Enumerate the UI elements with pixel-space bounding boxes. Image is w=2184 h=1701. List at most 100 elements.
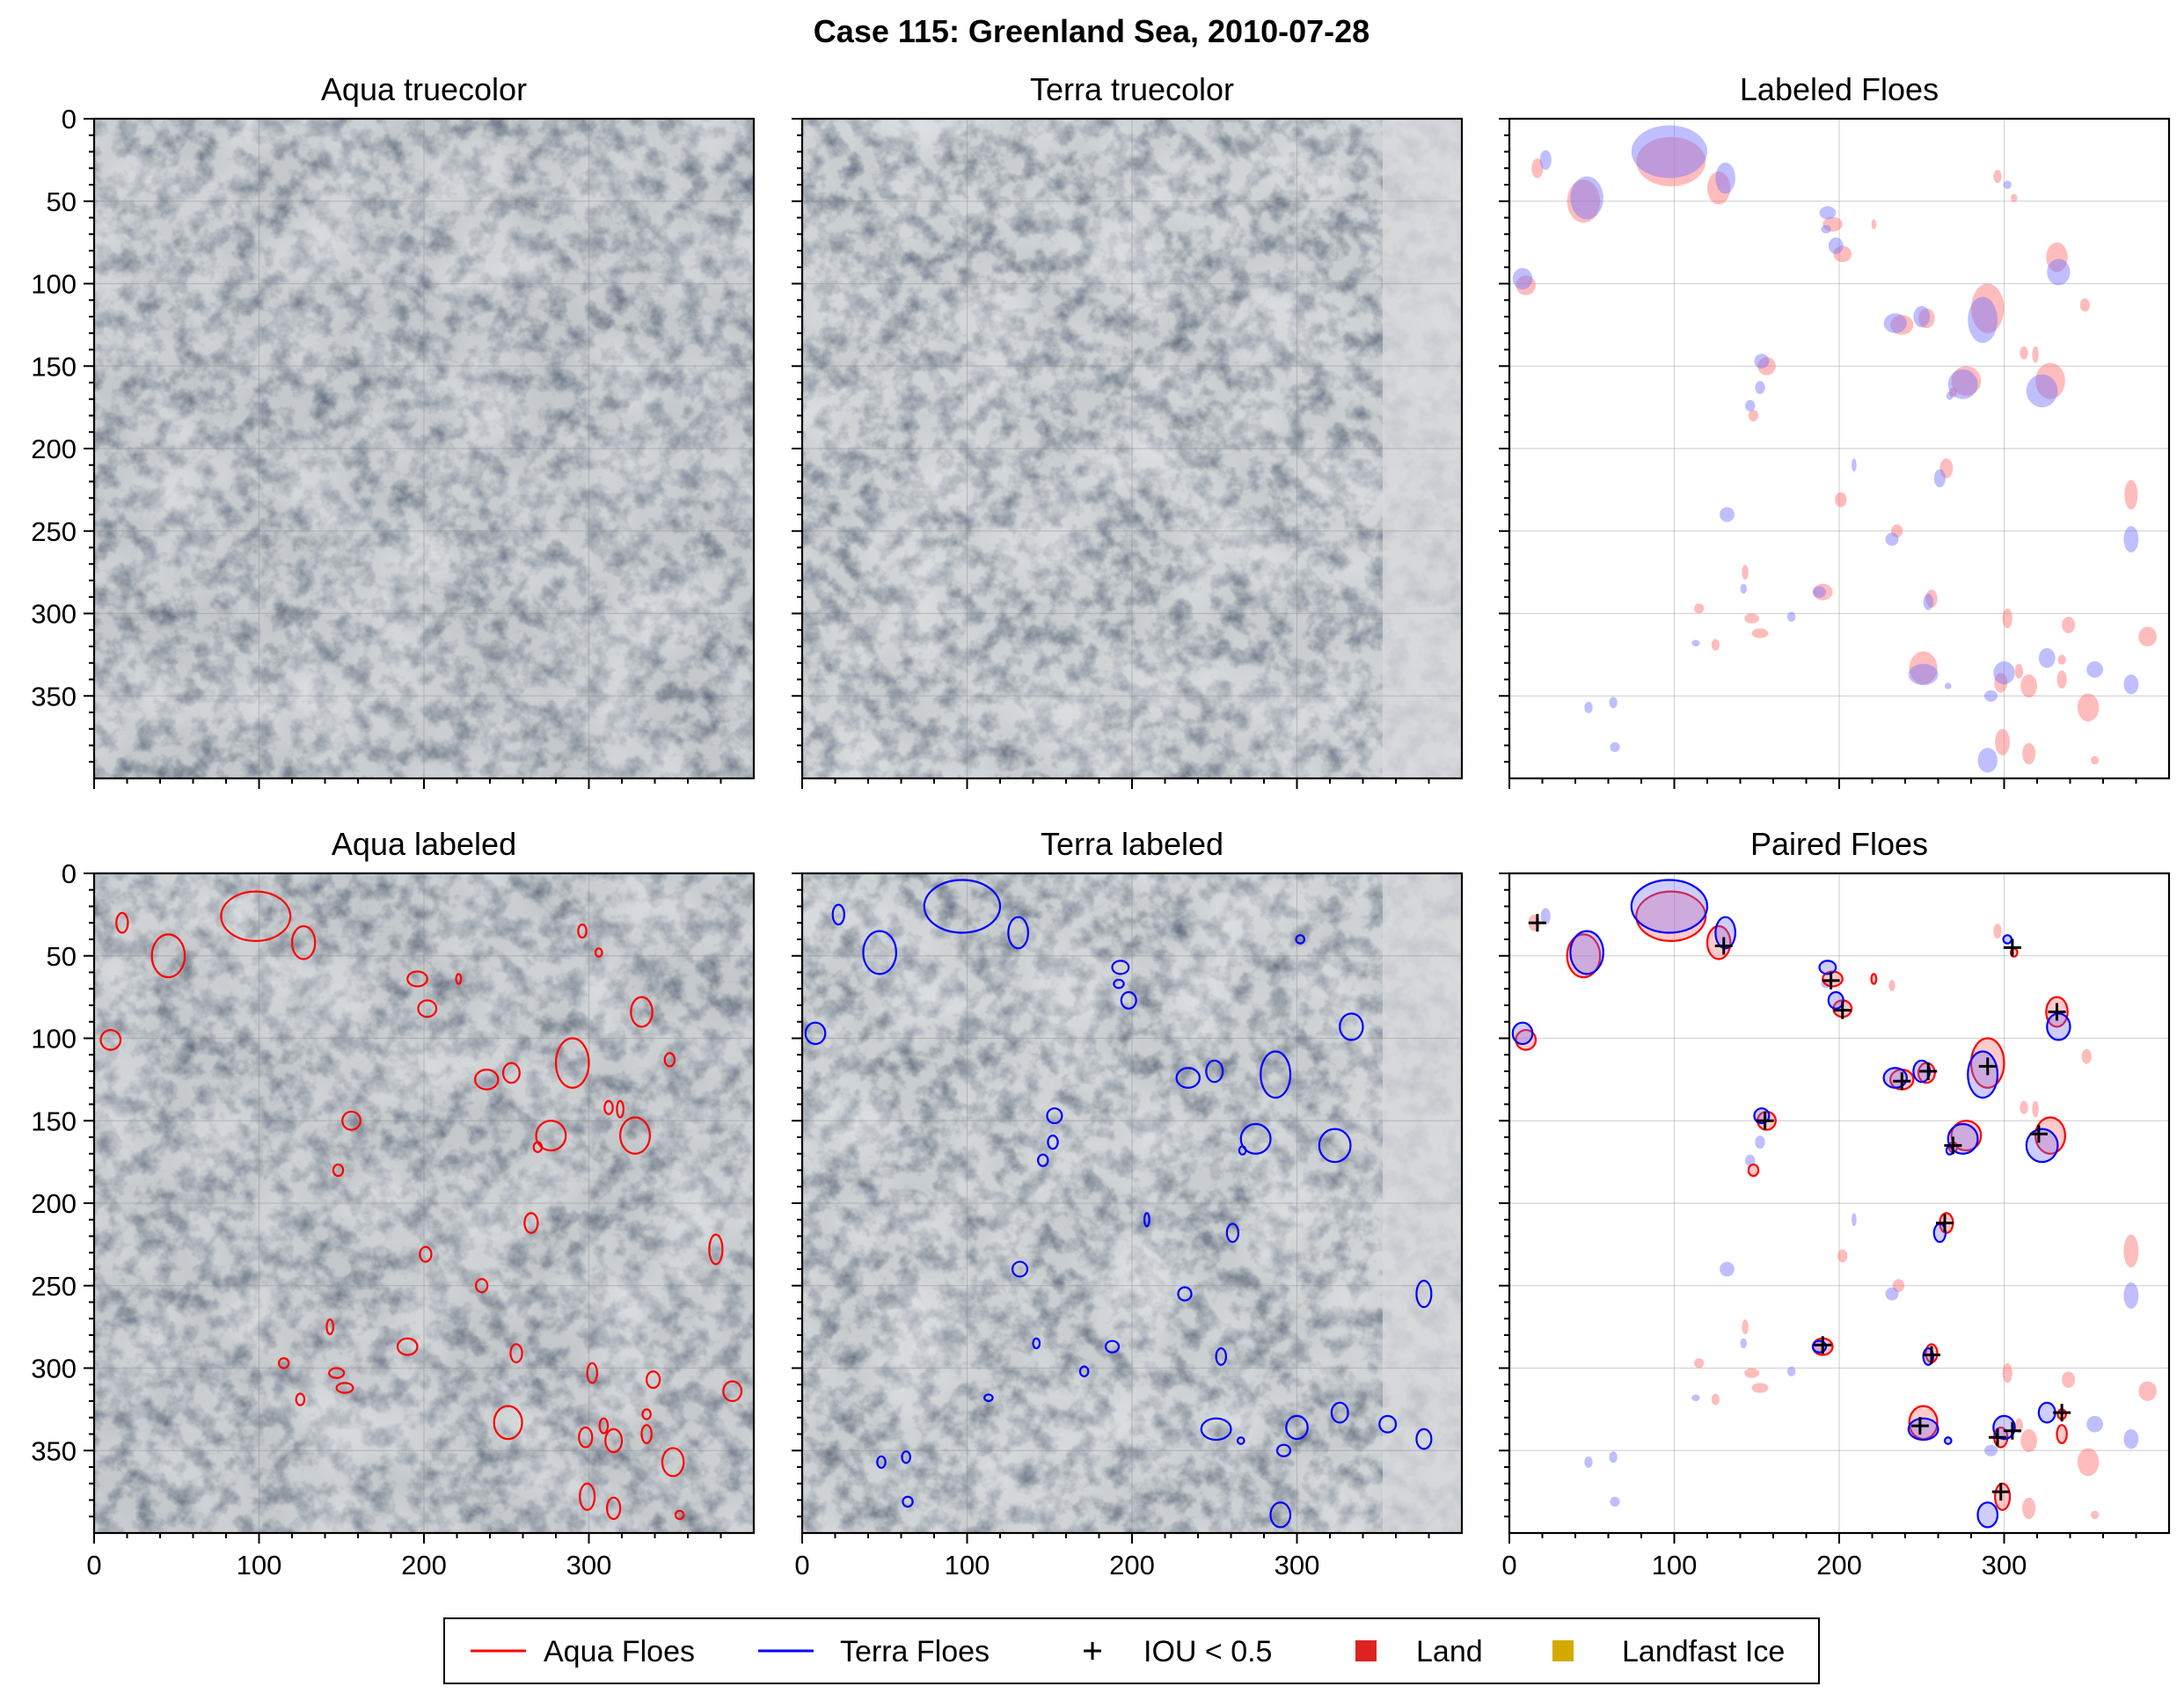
- aqua-floe-outline: [630, 996, 654, 1028]
- terra-unpaired-mask: [2123, 1428, 2139, 1449]
- aqua-floe-outline: [579, 1482, 596, 1511]
- terra-floe-mask: [1610, 741, 1620, 752]
- aqua-unpaired-mask: [1742, 1319, 1749, 1335]
- iou-marker: [1978, 1057, 1997, 1076]
- iou-marker: [1944, 1136, 1962, 1155]
- terra-floe-mask: [1754, 354, 1770, 369]
- aqua-floe-outline: [640, 1424, 653, 1444]
- iou-marker: [1989, 1428, 2006, 1447]
- aqua-unpaired-mask: [1694, 1358, 1705, 1369]
- terra-floe-outline: [1078, 1365, 1090, 1377]
- terra-floe-mask: [2026, 374, 2058, 408]
- terra-floe-mask: [2038, 647, 2056, 668]
- satellite-haze: [802, 873, 1462, 1533]
- legend-aqua-label: Aqua Floes: [544, 1635, 695, 1668]
- terra-unpaired-mask: [1584, 1456, 1593, 1468]
- y-tick-label: 300: [31, 599, 77, 630]
- aqua-floe-outline: [419, 1245, 433, 1263]
- terra-unpaired-mask: [1691, 1394, 1700, 1401]
- aqua-floe-mask: [2035, 362, 2065, 399]
- iou-marker: [1822, 971, 1840, 989]
- panel-title: Aqua truecolor: [321, 71, 527, 107]
- panel-title: Aqua labeled: [332, 826, 516, 862]
- aqua-floe-outline: [335, 1382, 354, 1394]
- panel-p0: 0 50 100 150 200 250 300 350 Aqua truecolor: [31, 71, 756, 789]
- aqua-floe-outline: [115, 911, 129, 934]
- legend-iou-marker: [1084, 1642, 1101, 1660]
- aqua-floe-mask: [2020, 674, 2037, 698]
- terra-paired-floe: [1714, 916, 1736, 950]
- aqua-floe-mask: [1925, 589, 1938, 608]
- x-tick-label: 200: [1109, 1550, 1155, 1581]
- aqua-unpaired-mask: [2138, 1381, 2157, 1401]
- aqua-floe-outline: [523, 1212, 539, 1234]
- aqua-floe-outline: [674, 1509, 685, 1521]
- aqua-floe-mask: [1567, 179, 1601, 223]
- terra-paired-floe: [2002, 934, 2013, 945]
- aqua-floe-outline: [474, 1278, 489, 1294]
- panel-title: Paired Floes: [1750, 826, 1928, 862]
- terra-unpaired-mask: [1540, 908, 1551, 925]
- terra-paired-floe: [1630, 879, 1709, 934]
- terra-floe-outline: [1205, 1059, 1224, 1084]
- terra-paired-floe: [1827, 990, 1844, 1010]
- aqua-floe-mask: [1531, 158, 1544, 179]
- terra-floe-mask: [2123, 674, 2139, 695]
- y-tick-label: 100: [31, 269, 77, 300]
- aqua-floe-mask: [1813, 583, 1833, 601]
- aqua-floe-outline: [646, 1370, 661, 1390]
- terra-floe-outline: [1143, 1212, 1150, 1228]
- aqua-floe-outline: [220, 890, 292, 942]
- aqua-unpaired-mask: [2020, 1100, 2028, 1114]
- terra-floe-outline: [1415, 1427, 1433, 1450]
- aqua-floe-mask: [1751, 628, 1769, 639]
- terra-floe-mask: [1691, 639, 1700, 646]
- y-tick-label: 200: [31, 434, 77, 464]
- aqua-floe-mask: [2046, 242, 2068, 273]
- terra-floe-outline: [1378, 1414, 1398, 1434]
- y-tick-label: 250: [31, 516, 77, 547]
- legend-land-swatch: [1355, 1640, 1377, 1661]
- aqua-floe-outline: [406, 970, 428, 988]
- aqua-floe-mask: [1918, 308, 1935, 329]
- iou-marker: [2048, 1003, 2066, 1021]
- aqua-floe-outline: [535, 1120, 567, 1152]
- aqua-unpaired-mask: [2032, 1100, 2039, 1118]
- aqua-unpaired-mask: [2077, 1448, 2100, 1477]
- iou-marker: [2029, 1125, 2048, 1143]
- aqua-floe-outline: [455, 973, 463, 985]
- terra-floe-outline: [1269, 1501, 1292, 1529]
- terra-unpaired-mask: [1885, 1287, 1899, 1301]
- terra-floe-mask: [1720, 507, 1735, 522]
- terra-floe-outline: [1318, 1128, 1352, 1164]
- iou-marker: [2003, 1421, 2021, 1440]
- satellite-haze: [802, 119, 1462, 778]
- legend-iou-label: IOU < 0.5: [1143, 1635, 1272, 1668]
- aqua-floe-outline: [603, 1099, 614, 1115]
- aqua-unpaired-mask: [1711, 1393, 1720, 1405]
- y-tick-label: 50: [47, 186, 77, 217]
- terra-floe-outline: [983, 1393, 994, 1403]
- terra-floe-outline: [923, 879, 1002, 934]
- panel-plot-area: [802, 873, 1462, 1533]
- aqua-unpaired-mask: [2020, 1428, 2037, 1453]
- legend-landfast-swatch: [1552, 1640, 1574, 1661]
- terra-floe-outline: [1104, 1340, 1121, 1354]
- terra-floe-mask: [1819, 206, 1837, 220]
- iou-marker: [2003, 938, 2021, 957]
- terra-floe-mask: [1852, 458, 1857, 472]
- x-tick-label: 200: [1816, 1550, 1862, 1581]
- y-tick-label: 150: [31, 1106, 77, 1136]
- terra-floe-mask: [1715, 162, 1735, 194]
- y-tick-label: 300: [31, 1354, 77, 1384]
- terra-floe-mask: [1968, 296, 1998, 343]
- aqua-floe-outline: [150, 933, 186, 979]
- aqua-floe-outline: [501, 1062, 521, 1084]
- figure-title: Case 115: Greenland Sea, 2010-07-28: [814, 13, 1370, 49]
- aqua-floe-outline: [328, 1367, 346, 1379]
- terra-paired-floe: [1976, 1501, 1999, 1529]
- terra-floe-mask: [1883, 313, 1907, 333]
- aqua-unpaired-mask: [1888, 979, 1895, 992]
- terra-floe-mask: [1631, 125, 1707, 179]
- panel-plot-area: [1509, 119, 2169, 778]
